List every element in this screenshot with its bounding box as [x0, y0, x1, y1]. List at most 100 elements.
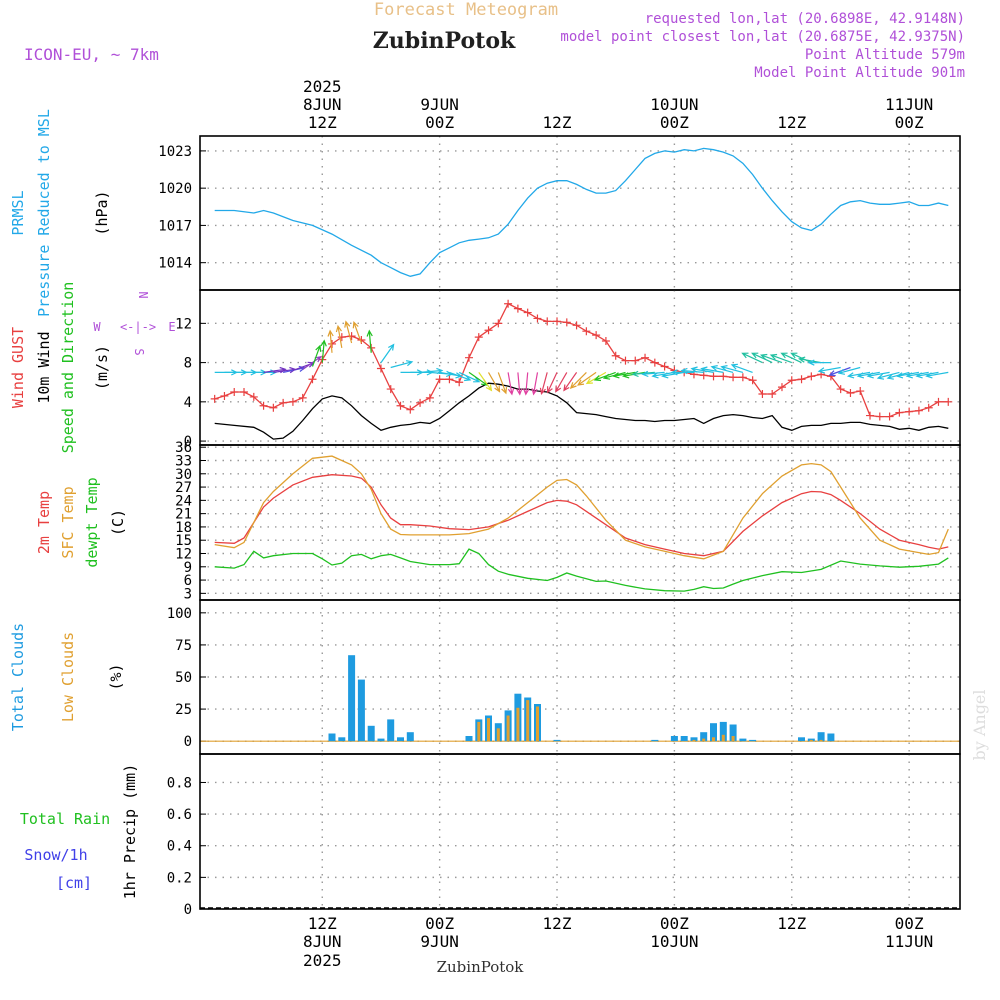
y-axis-title: (C) [109, 509, 127, 536]
bar-total-clouds [397, 737, 404, 742]
compass-n: N [136, 291, 150, 298]
bar-total-clouds [817, 732, 825, 742]
wind-direction-arrow [780, 352, 802, 364]
gust-marker [885, 412, 894, 421]
y-tick-label: 27 [175, 480, 192, 496]
gust-marker [729, 373, 738, 382]
time-label-bottom: 00Z [895, 914, 924, 933]
wind-direction-arrow [730, 363, 753, 373]
wind-direction-arrow [817, 366, 841, 374]
wind-direction-arrow [925, 371, 949, 379]
time-label-top: 12Z [308, 113, 337, 132]
panel-precip: 0 0.2 0.4 0.6 0.8 1hr Precip (mm) [121, 753, 961, 918]
panel-frame [199, 135, 961, 291]
panel-frame [199, 289, 961, 446]
time-label-top: 8JUN [303, 95, 342, 114]
gust-marker [269, 403, 278, 412]
gust-marker [748, 376, 757, 385]
wind-direction-arrow [690, 366, 714, 373]
series-line-2 [214, 548, 949, 592]
gust-marker [347, 332, 356, 341]
y-axis-title: Pressure Reduced to MSL [35, 109, 53, 317]
bar-total-clouds [749, 739, 757, 742]
wind-direction-arrow [569, 371, 587, 389]
time-label-top: 11JUN [885, 95, 933, 114]
bar-total-clouds [700, 732, 708, 742]
time-label-top: 00Z [425, 113, 454, 132]
y-tick-label: 9 [184, 560, 192, 576]
y-tick-label: 36 [175, 440, 192, 456]
wind-direction-arrow [487, 372, 501, 393]
wind-direction-arrow [593, 371, 616, 382]
bar-total-clouds [348, 655, 356, 742]
bar-total-clouds [729, 724, 737, 742]
y-tick-label: 50 [175, 670, 192, 686]
y-axis-title: 2m Temp [35, 491, 53, 554]
gust-marker [601, 337, 610, 346]
y-axis-title: 1hr Precip (mm) [121, 764, 139, 899]
wind-direction-arrow [828, 366, 851, 377]
wind-direction-arrow [449, 371, 472, 382]
gust-marker [719, 372, 728, 381]
wind-direction-arrow [458, 371, 481, 383]
wind-direction-arrow [390, 360, 414, 369]
y-tick-label: 12 [175, 547, 192, 563]
y-axis-title: Low Clouds [59, 632, 77, 722]
gust-marker [777, 383, 786, 392]
gust-marker [895, 408, 904, 417]
y-tick-label: 24 [175, 493, 192, 509]
gust-marker [562, 318, 571, 327]
y-tick-label: 25 [175, 702, 192, 718]
gust-marker [425, 393, 434, 402]
gust-marker [660, 362, 669, 371]
y-axis-title: Speed and Direction [59, 282, 77, 454]
gust-marker [279, 398, 288, 407]
bar-total-clouds [827, 733, 835, 742]
y-axis-title: (m/s) [93, 345, 111, 390]
bar-low-clouds [536, 706, 539, 742]
panel-frame [199, 753, 961, 910]
gust-marker [641, 353, 650, 362]
gust-marker [914, 406, 923, 415]
series-line-0 [214, 302, 949, 418]
y-tick-label: 4 [184, 395, 192, 411]
time-label-bottom: 10JUN [650, 932, 698, 951]
y-tick-label: 30 [175, 467, 192, 483]
y-tick-label: 6 [184, 573, 192, 589]
y-tick-label: 75 [175, 638, 192, 654]
gust-marker [611, 351, 620, 360]
wind-direction-arrow [366, 329, 373, 353]
gust-marker [592, 331, 601, 340]
gust-marker [494, 319, 503, 328]
wind-direction-arrow [856, 371, 880, 379]
bar-total-clouds [719, 721, 727, 742]
gust-marker [553, 317, 562, 326]
bar-total-clouds [377, 738, 385, 742]
wind-direction-arrow [661, 371, 685, 379]
bar-total-clouds [387, 719, 395, 742]
wind-direction-arrow [915, 371, 939, 379]
y-axis-title: (%) [107, 663, 125, 690]
wind-direction-arrow [523, 372, 530, 396]
bar-total-clouds [328, 733, 336, 742]
gust-marker [709, 372, 718, 381]
series-line-0 [214, 147, 949, 277]
wind-direction-arrow [478, 372, 493, 392]
y-axis-title: Total Clouds [9, 623, 27, 731]
time-label-bottom: 8JUN [303, 932, 342, 951]
y-tick-label: 0 [184, 734, 192, 750]
y-tick-label: 1023 [158, 144, 192, 160]
time-label-top: 00Z [895, 113, 924, 132]
gust-marker [523, 308, 532, 317]
y-axis-title: Wind GUST [9, 327, 27, 408]
gust-marker [406, 405, 415, 414]
wind-direction-arrow [876, 371, 900, 380]
gust-marker [504, 299, 513, 308]
snow-label: Snow/1h [24, 846, 87, 864]
closest-coords: model point closest lon,lat (20.6875E, 4… [560, 29, 965, 45]
wind-direction-arrow [335, 324, 343, 349]
gust-marker [288, 397, 297, 406]
gust-marker [533, 314, 542, 323]
time-label-top: 12Z [543, 113, 572, 132]
